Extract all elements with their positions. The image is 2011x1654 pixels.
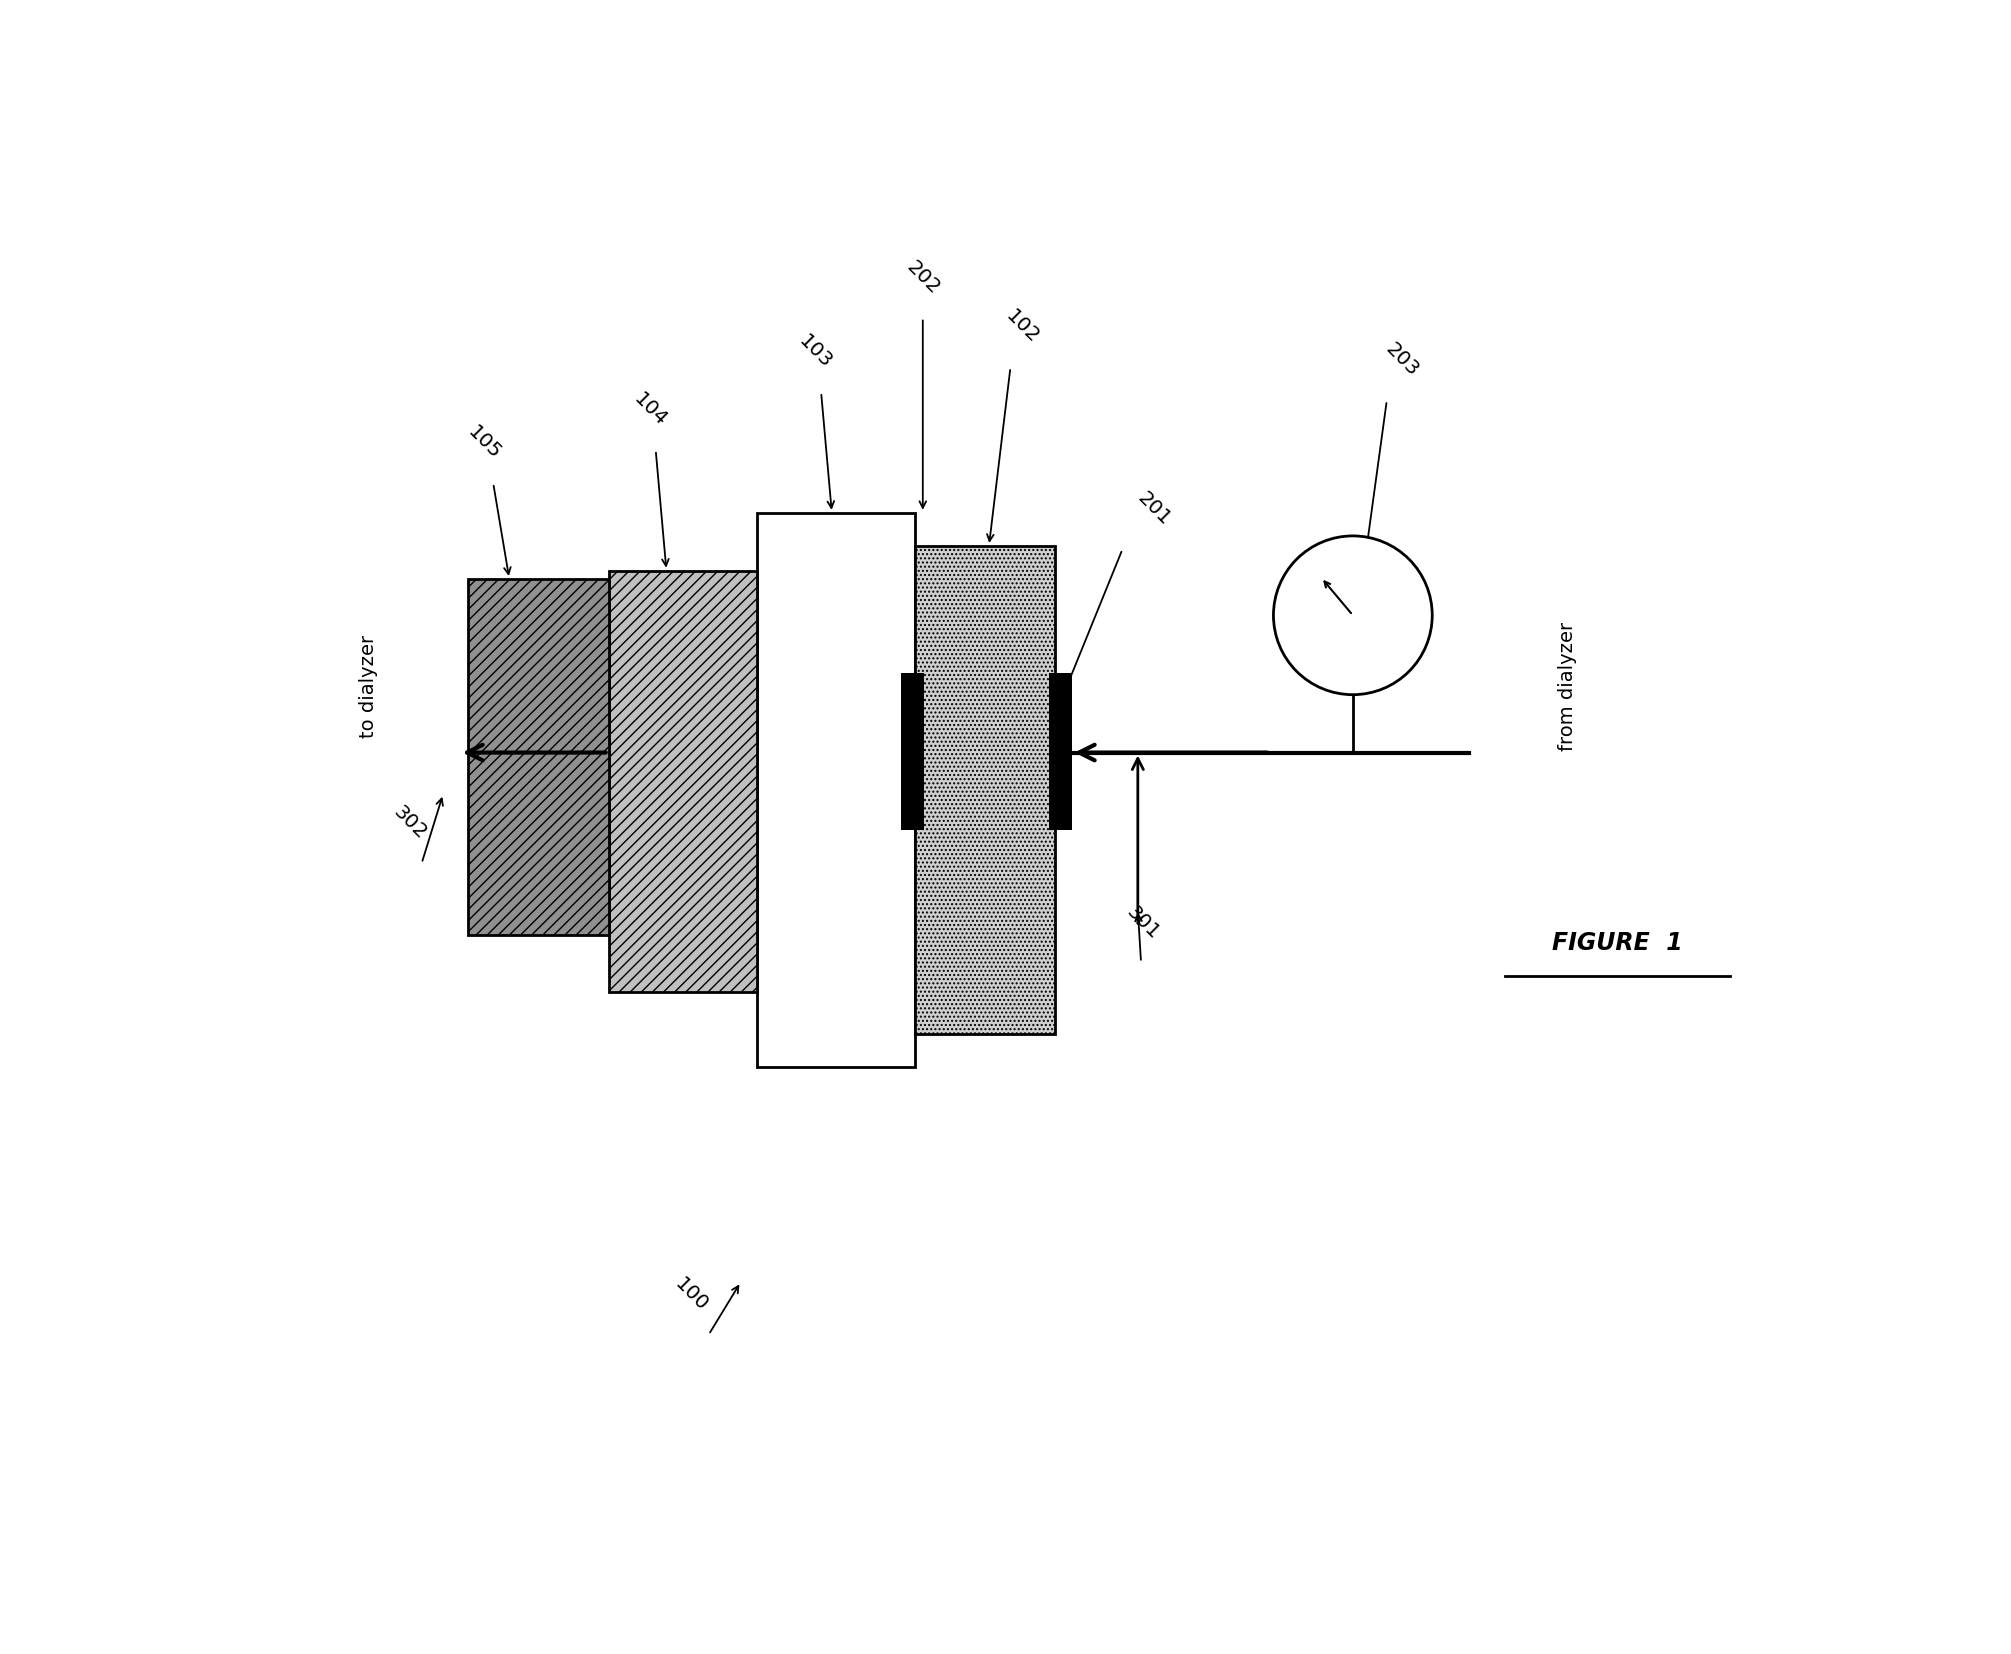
Text: from dialyzer: from dialyzer — [1559, 622, 1577, 751]
Text: FIGURE  1: FIGURE 1 — [1552, 931, 1683, 954]
Text: 203: 203 — [1382, 339, 1424, 380]
Text: 302: 302 — [390, 802, 430, 844]
Bar — [901, 673, 925, 830]
Text: 202: 202 — [903, 256, 943, 298]
Bar — [469, 579, 609, 935]
Text: to dialyzer: to dialyzer — [360, 635, 378, 738]
Bar — [915, 546, 1056, 1034]
Text: 100: 100 — [672, 1274, 712, 1315]
Text: 104: 104 — [629, 389, 670, 430]
Text: 301: 301 — [1122, 901, 1162, 943]
Text: 201: 201 — [1134, 488, 1174, 529]
Bar — [609, 571, 758, 992]
Circle shape — [1273, 536, 1432, 695]
Text: 102: 102 — [1001, 306, 1042, 347]
Bar — [758, 513, 915, 1067]
Text: 103: 103 — [794, 331, 837, 372]
Bar — [1048, 673, 1072, 830]
Text: 105: 105 — [465, 422, 505, 463]
